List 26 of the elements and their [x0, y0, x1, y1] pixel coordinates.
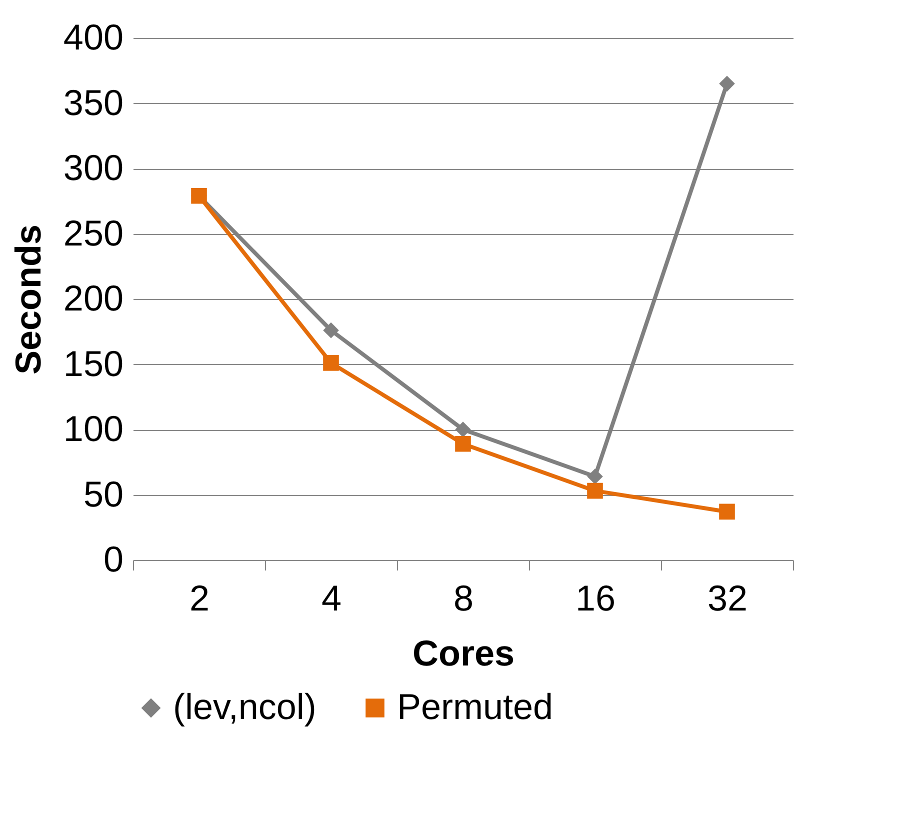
point — [323, 355, 339, 371]
y-tick-label: 400 — [63, 16, 124, 58]
y-tick-label: 0 — [103, 538, 124, 580]
x-tick-label: 2 — [189, 578, 210, 618]
point — [719, 76, 735, 92]
point — [455, 436, 471, 452]
point — [719, 504, 735, 520]
y-tick-label: 50 — [83, 473, 124, 514]
y-tick-label: 350 — [63, 82, 124, 123]
point — [323, 322, 339, 338]
x-tick-label: 4 — [321, 578, 342, 618]
x-tick-label: 32 — [707, 578, 748, 618]
y-axis-title: Seconds — [7, 224, 48, 375]
y-tick-label: 150 — [63, 342, 124, 384]
point — [587, 482, 603, 499]
point — [455, 422, 471, 438]
legend-label: Permuted — [397, 686, 554, 727]
y-tick-label: 200 — [63, 278, 124, 318]
x-tick-label: 8 — [453, 578, 474, 618]
y-tick-label: 100 — [63, 408, 124, 449]
legend-label: (lev,ncol) — [173, 686, 316, 727]
y-tick-label: 300 — [63, 147, 124, 188]
point — [587, 468, 603, 484]
x-tick-label: 16 — [575, 578, 616, 618]
x-axis-title: Cores — [412, 632, 515, 674]
y-tick-label: 250 — [63, 212, 124, 254]
